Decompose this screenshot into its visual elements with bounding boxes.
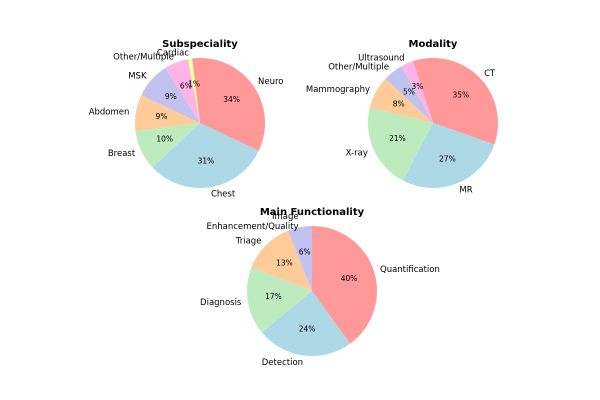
pct-label: 8%: [393, 99, 405, 108]
pie-slice-ultrasound: [401, 61, 433, 123]
pct-label: 21%: [389, 134, 406, 143]
pie-slice-chest: [152, 123, 259, 189]
slice-label: Detection: [262, 358, 303, 368]
slice-label: MR: [459, 185, 472, 195]
pct-label: 40%: [341, 274, 358, 283]
main-functionality-pie-chart: Main Functionality 40% Quantification 24% D…: [200, 207, 440, 368]
pie-slice-cardiac: [188, 58, 200, 124]
pct-label: 31%: [198, 157, 215, 166]
pct-label: 34%: [223, 95, 240, 104]
subspeciality-pie-chart: Subspeciality 34% Neuro 31% Chest 10% Breast 9…: [89, 39, 284, 200]
chart-title: Modality: [409, 39, 458, 50]
pie-slice-image-enhancement-quality: [288, 226, 312, 291]
slice-label: Breast: [108, 149, 136, 159]
pie-slice-ct: [412, 58, 498, 145]
slice-label: Other/Multiple: [113, 52, 174, 62]
slice-label: Image Enhancement/Quality: [206, 212, 298, 232]
chart-title: Main Functionality: [260, 207, 365, 218]
slice-label: Ultrasound: [358, 53, 404, 63]
slice-label: Abdomen: [89, 108, 130, 118]
pie-slice-breast: [135, 123, 200, 168]
pct-label: 1%: [188, 79, 200, 88]
pie-slice-triage: [251, 230, 312, 291]
modality-pie-chart: Modality 35% CT 27% MR 21% X-ray 8% Mammography…: [306, 39, 498, 195]
pct-label: 24%: [299, 325, 316, 334]
slice-label: Cardiac: [157, 48, 189, 58]
slice-label: Mammography: [306, 85, 370, 95]
slice-label: MSK: [128, 72, 147, 82]
slice-label: Neuro: [258, 77, 283, 87]
pie-slice-quantification: [312, 226, 377, 344]
pct-label: 27%: [439, 154, 456, 163]
pct-label: 5%: [403, 87, 415, 96]
pie-slice-other-multiple: [165, 59, 200, 123]
pie-slice-msk: [141, 67, 200, 123]
pct-label: 6%: [299, 248, 311, 257]
pie-slice-mr: [403, 123, 495, 188]
pct-label: 9%: [165, 92, 177, 101]
pie-slice-x-ray: [368, 107, 433, 181]
pie-slice-mammography: [369, 78, 433, 123]
pie-slice-diagnosis: [247, 267, 312, 333]
pct-label: 13%: [276, 258, 293, 267]
pct-label: 17%: [265, 292, 282, 301]
pct-label: 10%: [156, 134, 173, 143]
slice-label: X-ray: [346, 148, 368, 158]
slice-label: Quantification: [380, 265, 440, 275]
slice-label: Triage: [235, 236, 262, 246]
pct-label: 9%: [156, 112, 168, 121]
pct-label: 35%: [453, 91, 470, 100]
pie-slice-abdomen: [135, 95, 200, 131]
pie-slice-other-multiple: [385, 66, 433, 123]
pie-slice-detection: [261, 291, 351, 356]
slice-label: CT: [484, 69, 496, 79]
slice-label: Chest: [211, 190, 236, 200]
slice-label: Other/Multiple: [328, 63, 389, 73]
slice-label: Diagnosis: [200, 298, 242, 308]
pie-slice-neuro: [192, 58, 265, 151]
chart-title: Subspeciality: [162, 39, 238, 50]
pct-label: 3%: [412, 82, 424, 91]
pct-label: 6%: [180, 82, 192, 91]
